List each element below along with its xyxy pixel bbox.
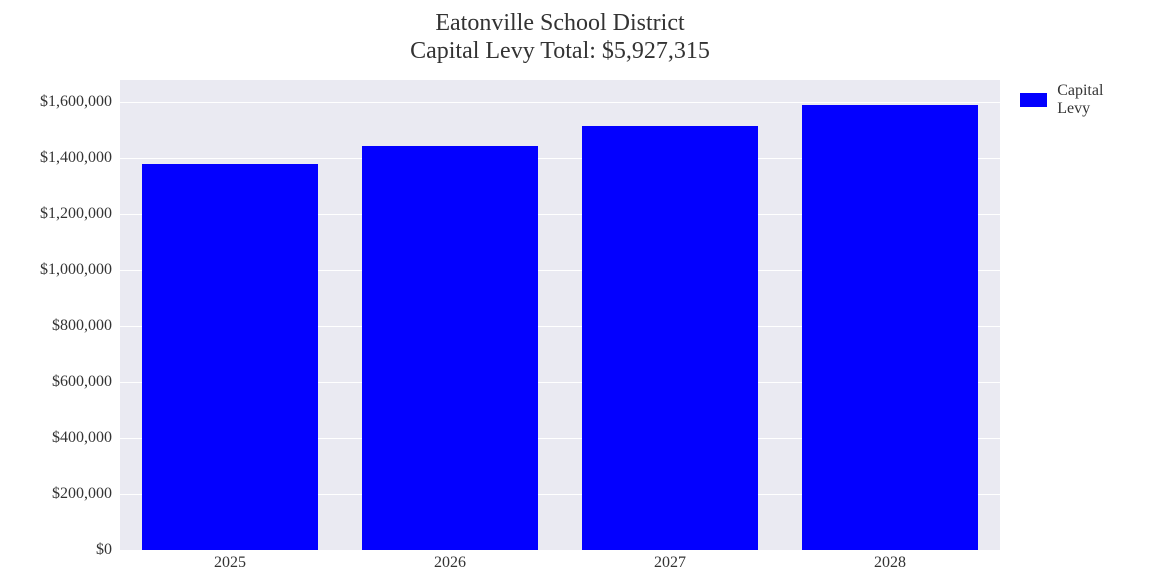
chart-container: Eatonville School District Capital Levy … [20, 10, 1120, 570]
ytick-label: $0 [96, 541, 112, 559]
ytick-label: $800,000 [52, 317, 112, 335]
bar [142, 164, 318, 550]
plot-area [120, 80, 1000, 550]
bar [802, 105, 978, 550]
xtick-label: 2027 [654, 554, 686, 572]
xtick-label: 2026 [434, 554, 466, 572]
gridline [120, 550, 1000, 551]
bar [362, 146, 538, 550]
bar [582, 126, 758, 550]
legend: Capital Levy [1020, 82, 1120, 118]
legend-swatch [1020, 93, 1047, 107]
plot-wrap: $0$200,000$400,000$600,000$800,000$1,000… [120, 80, 1000, 550]
ytick-label: $400,000 [52, 429, 112, 447]
ytick-label: $1,600,000 [40, 93, 112, 111]
ytick-label: $1,200,000 [40, 205, 112, 223]
ytick-label: $1,000,000 [40, 261, 112, 279]
legend-label: Capital Levy [1057, 82, 1120, 118]
ytick-label: $1,400,000 [40, 149, 112, 167]
xtick-label: 2025 [214, 554, 246, 572]
xtick-label: 2028 [874, 554, 906, 572]
ytick-label: $600,000 [52, 373, 112, 391]
title-line-1: Eatonville School District [120, 10, 1000, 38]
ytick-label: $200,000 [52, 485, 112, 503]
chart-title: Eatonville School District Capital Levy … [120, 10, 1000, 65]
gridline [120, 102, 1000, 103]
title-line-2: Capital Levy Total: $5,927,315 [120, 38, 1000, 66]
